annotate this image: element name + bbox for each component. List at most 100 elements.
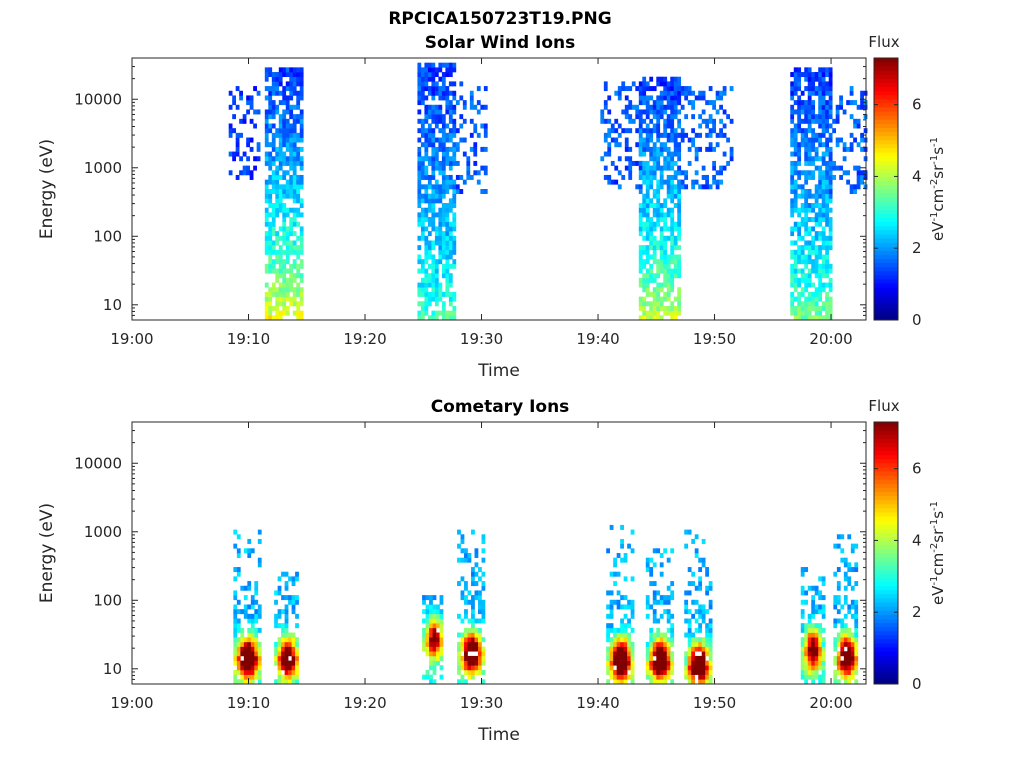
- solar-wind-cell-b1: [296, 160, 301, 166]
- solar-wind-cell-b2: [438, 114, 443, 120]
- cometary-cell-b7: [821, 646, 826, 652]
- cometary-colorbar-step: [874, 557, 898, 562]
- cometary-colorbar-step: [874, 553, 898, 558]
- solar-wind-cell-b7: [804, 198, 809, 204]
- solar-wind-cell-b7: [790, 109, 795, 115]
- solar-wind-cell-b6: [694, 170, 699, 176]
- solar-wind-cell-b0: [249, 118, 254, 124]
- solar-wind-cell-b0: [239, 118, 243, 124]
- solar-wind-cell-b1: [299, 90, 304, 96]
- solar-wind-cell-b5: [649, 104, 654, 110]
- solar-wind-cell-b0: [253, 109, 257, 115]
- cometary-cell-b1: [274, 641, 278, 647]
- solar-wind-cell-b1: [296, 221, 301, 227]
- solar-wind-cell-b7: [821, 174, 826, 180]
- solar-wind-cell-b7: [811, 259, 816, 265]
- solar-wind-cell-b7: [818, 305, 823, 311]
- cometary-cell-b3: [471, 660, 475, 666]
- cometary-cell-b2: [436, 651, 440, 657]
- solar-wind-cell-b1: [292, 104, 297, 110]
- cometary-colorbar-step: [874, 581, 898, 587]
- cometary-cell-b2: [432, 665, 437, 671]
- cometary-cell-b6: [691, 651, 696, 657]
- solar-wind-cell-b1: [299, 231, 304, 237]
- cometary-cell-b4: [606, 548, 610, 554]
- cometary-cell-b7: [811, 599, 816, 605]
- solar-wind-cell-b2: [438, 310, 443, 316]
- cometary-cell-b4: [606, 637, 610, 643]
- solar-wind-cell-b7: [804, 132, 809, 138]
- cometary-cell-b4: [630, 604, 635, 610]
- solar-wind-cell-b7: [811, 174, 816, 180]
- solar-wind-cell-b2: [420, 81, 425, 87]
- solar-wind-cell-b7: [825, 240, 830, 246]
- solar-wind-cell-b1: [289, 184, 294, 190]
- cometary-cell-b8: [843, 571, 848, 577]
- solar-wind-cell-b2: [445, 282, 450, 288]
- solar-wind-cell-b7: [804, 277, 809, 283]
- cometary-cell-b8: [840, 627, 845, 633]
- solar-wind-cell-b2: [420, 287, 425, 293]
- solar-wind-cell-b1: [271, 142, 276, 148]
- cometary-cell-b6: [698, 581, 703, 587]
- cometary-cell-b8: [843, 585, 848, 591]
- cometary-cell-b5: [659, 613, 664, 619]
- solar-wind-colorbar-step: [874, 58, 898, 63]
- solar-wind-cell-b2: [445, 277, 450, 283]
- cometary-cell-b2: [432, 679, 437, 685]
- solar-wind-cell-b6: [687, 137, 692, 143]
- cometary-cell-b0: [247, 674, 252, 680]
- solar-wind-cell-b2: [438, 231, 443, 237]
- cometary-cell-b0: [254, 637, 259, 643]
- cometary-cell-b1: [277, 609, 282, 615]
- cometary-cell-b4: [620, 660, 624, 666]
- solar-wind-cell-b7: [818, 114, 823, 120]
- solar-wind-cell-b5: [670, 90, 675, 96]
- solar-wind-cell-b1: [285, 287, 290, 293]
- solar-wind-cell-b1: [282, 72, 287, 78]
- cometary-cell-b5: [656, 669, 661, 675]
- solar-wind-cell-b2: [424, 156, 429, 162]
- solar-wind-cell-b7: [797, 249, 802, 255]
- cometary-cell-b6: [691, 646, 696, 652]
- cometary-x-tick-label: 19:50: [693, 694, 736, 712]
- solar-wind-cell-b7: [800, 254, 805, 260]
- solar-wind-cell-b3: [473, 170, 478, 176]
- solar-wind-cell-b6: [705, 184, 710, 190]
- solar-wind-cell-b2: [434, 165, 439, 171]
- cometary-cell-b2: [436, 655, 440, 661]
- solar-wind-cell-b5: [666, 310, 671, 316]
- solar-wind-cell-b1: [268, 240, 273, 246]
- solar-wind-cell-b2: [431, 221, 436, 227]
- solar-wind-cell-b1: [296, 174, 301, 180]
- cometary-cell-b4: [620, 632, 624, 638]
- cometary-cell-b5: [645, 557, 650, 563]
- solar-wind-cell-b2: [420, 165, 425, 171]
- cometary-cell-b5: [649, 581, 654, 587]
- solar-wind-cell-b4: [607, 151, 612, 157]
- solar-wind-cell-b2: [417, 212, 422, 218]
- cometary-cell-b2: [439, 665, 444, 671]
- solar-wind-cell-b8: [828, 156, 833, 162]
- solar-wind-cell-b7: [828, 268, 833, 274]
- solar-wind-cell-b1: [292, 217, 297, 223]
- solar-wind-cell-b7: [793, 277, 798, 283]
- cometary-cell-b2: [429, 660, 433, 666]
- solar-wind-cell-b1: [278, 118, 283, 124]
- cometary-cell-b1: [277, 646, 282, 652]
- cometary-cell-b6: [694, 637, 699, 643]
- solar-wind-cell-b7: [797, 67, 802, 73]
- solar-wind-cell-b7: [825, 282, 830, 288]
- cometary-cell-b8: [850, 665, 855, 671]
- solar-wind-cell-b7: [811, 142, 816, 148]
- solar-wind-cell-b2: [445, 207, 450, 213]
- cometary-cell-b6: [705, 665, 710, 671]
- solar-wind-cell-b7: [818, 174, 823, 180]
- cometary-cell-b1: [277, 623, 282, 629]
- solar-wind-cell-b2: [434, 282, 439, 288]
- solar-wind-cell-b1: [299, 109, 304, 115]
- solar-wind-cell-b1: [268, 90, 273, 96]
- cometary-cell-b0: [240, 651, 245, 657]
- solar-wind-cell-b1: [296, 245, 301, 251]
- solar-wind-cell-b2: [448, 198, 453, 204]
